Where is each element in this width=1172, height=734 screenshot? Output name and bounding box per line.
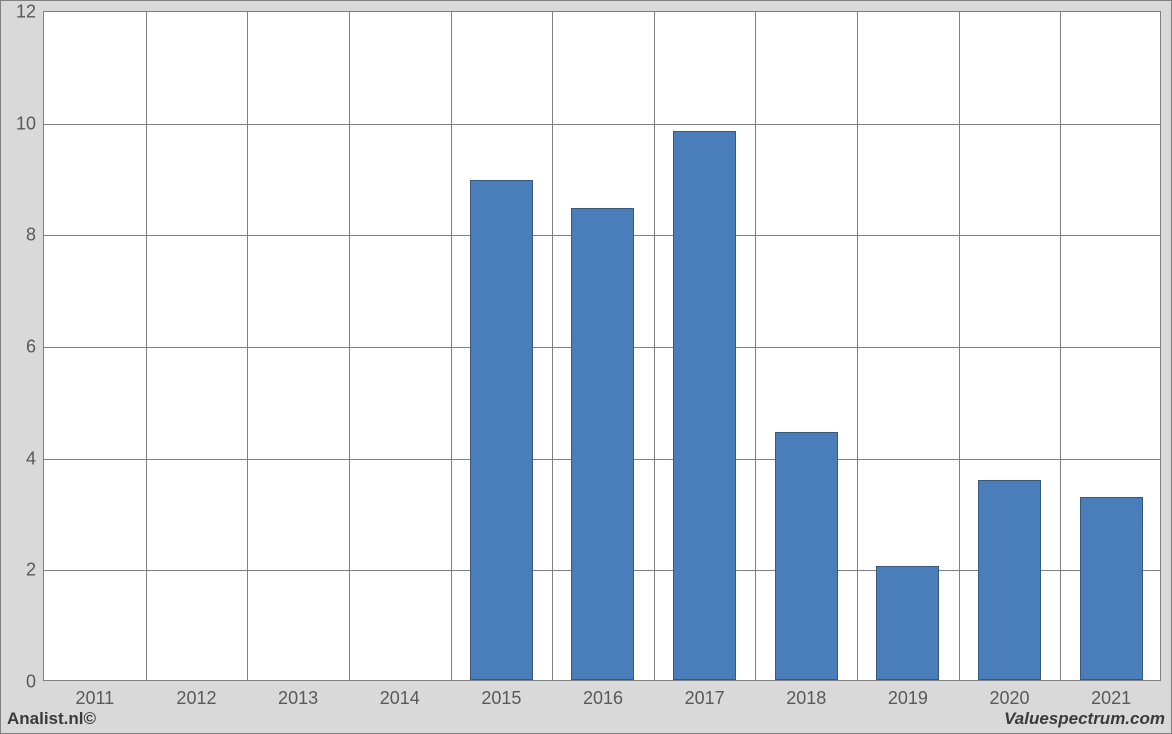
bar xyxy=(1080,497,1143,680)
bar xyxy=(775,432,838,680)
ytick-label: 6 xyxy=(26,337,44,358)
plot-area: 0246810122011201220132014201520162017201… xyxy=(43,11,1161,681)
footer-left: Analist.nl© xyxy=(7,709,96,729)
bar xyxy=(673,131,736,680)
xtick-label: 2020 xyxy=(990,680,1030,709)
gridline-v xyxy=(755,12,756,680)
ytick-label: 2 xyxy=(26,560,44,581)
xtick-label: 2012 xyxy=(176,680,216,709)
gridline-h xyxy=(44,124,1160,125)
bar xyxy=(978,480,1041,680)
ytick-label: 0 xyxy=(26,672,44,693)
xtick-label: 2018 xyxy=(786,680,826,709)
gridline-v xyxy=(451,12,452,680)
ytick-label: 10 xyxy=(16,113,44,134)
xtick-label: 2019 xyxy=(888,680,928,709)
gridline-v xyxy=(552,12,553,680)
gridline-v xyxy=(857,12,858,680)
xtick-label: 2021 xyxy=(1091,680,1131,709)
gridline-v xyxy=(1060,12,1061,680)
ytick-label: 12 xyxy=(16,2,44,23)
xtick-label: 2017 xyxy=(685,680,725,709)
xtick-label: 2013 xyxy=(278,680,318,709)
xtick-label: 2015 xyxy=(481,680,521,709)
ytick-label: 4 xyxy=(26,448,44,469)
gridline-v xyxy=(146,12,147,680)
gridline-v xyxy=(959,12,960,680)
gridline-v xyxy=(247,12,248,680)
xtick-label: 2014 xyxy=(380,680,420,709)
bar xyxy=(571,208,634,680)
gridline-v xyxy=(654,12,655,680)
footer-right: Valuespectrum.com xyxy=(1004,709,1165,729)
bar xyxy=(876,566,939,680)
chart-frame: 0 2 4 6 8 10 12 2011 2012 2013 2014 2015 2016 2017 201… xyxy=(0,0,1172,734)
bar xyxy=(470,180,533,680)
ytick-label: 8 xyxy=(26,225,44,246)
gridline-v xyxy=(349,12,350,680)
xtick-label: 2011 xyxy=(75,680,114,709)
xtick-label: 2016 xyxy=(583,680,623,709)
